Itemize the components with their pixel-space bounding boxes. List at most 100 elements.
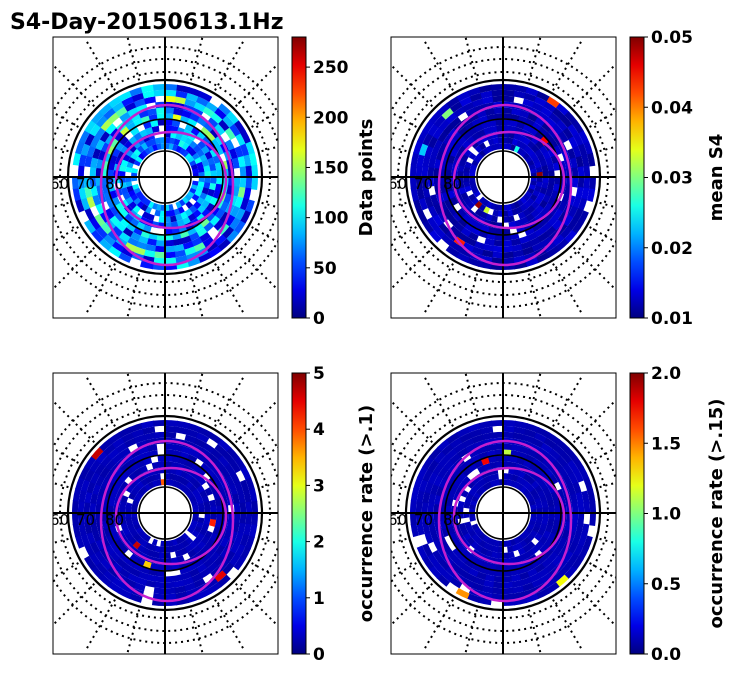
heatmap-cell (507, 137, 514, 145)
heatmap-cell (507, 551, 515, 559)
heatmap-cell (155, 239, 165, 247)
heatmap-cell (187, 527, 195, 534)
heatmap-cell (463, 502, 471, 509)
heatmap-cell (98, 237, 112, 251)
heatmap-cell (100, 119, 113, 132)
heatmap-cell (100, 222, 112, 235)
heatmap-cell (100, 477, 111, 489)
heatmap-cell (90, 471, 101, 485)
heatmap-cell (131, 516, 138, 522)
contour-inner (452, 130, 566, 230)
heatmap-cell (531, 222, 542, 233)
heatmap-cell (224, 463, 236, 477)
heatmap-cell (129, 422, 144, 433)
heatmap-cell (130, 112, 142, 123)
heatmap-cell (212, 190, 221, 200)
heatmap-cell (173, 580, 185, 588)
heatmap-cell (203, 182, 211, 190)
heatmap-cell (115, 442, 129, 454)
heatmap-cell (489, 202, 496, 210)
heatmap-cell (199, 232, 211, 243)
heatmap-cell (214, 162, 223, 171)
latitude-label: 70 (76, 511, 95, 529)
heatmap-cell (203, 557, 215, 569)
heatmap-cell (564, 447, 578, 461)
heatmap-cell (543, 212, 554, 223)
heatmap-cell (547, 518, 555, 527)
heatmap-cell (413, 476, 423, 491)
heatmap-cell (552, 183, 561, 193)
heatmap-cell (468, 193, 477, 202)
colorbar-tick-label: 100 (313, 209, 349, 229)
heatmap-cell (445, 497, 454, 507)
heatmap-cell (433, 202, 443, 215)
heatmap-cell (422, 522, 431, 535)
heatmap-cell (107, 448, 120, 460)
heatmap-cell (430, 483, 440, 496)
latitude-label: 70 (414, 511, 433, 529)
heatmap-cell (572, 145, 582, 159)
heatmap-cell (470, 562, 481, 572)
heatmap-cell (106, 480, 116, 491)
contour-inner (452, 466, 566, 566)
heatmap-cell (207, 246, 222, 258)
heatmap-cell (471, 533, 480, 542)
heatmap-cell (131, 92, 145, 102)
heatmap-cell (117, 251, 132, 263)
heatmap-cell (524, 593, 539, 604)
heatmap-cell (174, 249, 187, 258)
heatmap-cell (522, 530, 530, 538)
heatmap-cell (153, 251, 165, 259)
heatmap-cell (144, 206, 153, 214)
heatmap-cell (534, 96, 548, 108)
heatmap-cell (452, 538, 463, 549)
heatmap-cell (457, 217, 468, 228)
heatmap-cell (527, 448, 539, 459)
heatmap-cell (233, 513, 241, 524)
meridian-grid-line (235, 583, 278, 627)
heatmap-cell (539, 236, 553, 248)
heatmap-cell (199, 568, 211, 579)
heatmap-cell (589, 500, 597, 514)
heatmap-cell (225, 230, 239, 244)
heatmap-cell (541, 182, 549, 190)
heatmap-cell (94, 213, 106, 227)
heatmap-cell (525, 87, 540, 97)
heatmap-cell (529, 529, 538, 538)
heatmap-cell (442, 470, 454, 482)
heatmap-cell (541, 501, 549, 509)
heatmap-cell (507, 473, 514, 481)
heatmap-cell (541, 457, 553, 469)
heatmap-cell (225, 475, 235, 488)
heatmap-cell (460, 226, 472, 238)
heatmap-cell (100, 558, 112, 571)
meridian-grid-line (552, 37, 584, 91)
heatmap-cell (218, 103, 232, 117)
heatmap-cell (438, 222, 450, 235)
heatmap-cell (124, 437, 137, 448)
heatmap-cell (164, 593, 177, 601)
heatmap-cell (502, 228, 511, 235)
heatmap-cell (502, 587, 514, 595)
heatmap-cell (198, 427, 213, 439)
heatmap-cell (178, 199, 186, 207)
heatmap-cell (508, 221, 517, 229)
heatmap-cell (176, 420, 190, 430)
heatmap-cell (126, 521, 134, 529)
heatmap-cell (475, 529, 484, 537)
heatmap-cell (509, 455, 519, 464)
heatmap-cell (433, 114, 447, 128)
heatmap-cell (190, 573, 203, 583)
heatmap-cell (467, 422, 482, 433)
heatmap-cell (415, 176, 423, 189)
heatmap-cell (449, 196, 459, 206)
heatmap-cell (202, 106, 216, 118)
meridian-grid-line (251, 446, 278, 464)
heatmap-cell (234, 481, 244, 495)
heatmap-cell (120, 186, 129, 195)
heatmap-cell (204, 577, 219, 589)
colorbar-tick-label: 0 (313, 309, 325, 329)
colorbar-tick-label: 1.0 (651, 505, 681, 525)
heatmap-cell (136, 104, 148, 113)
meridian-grid-line (391, 399, 433, 443)
